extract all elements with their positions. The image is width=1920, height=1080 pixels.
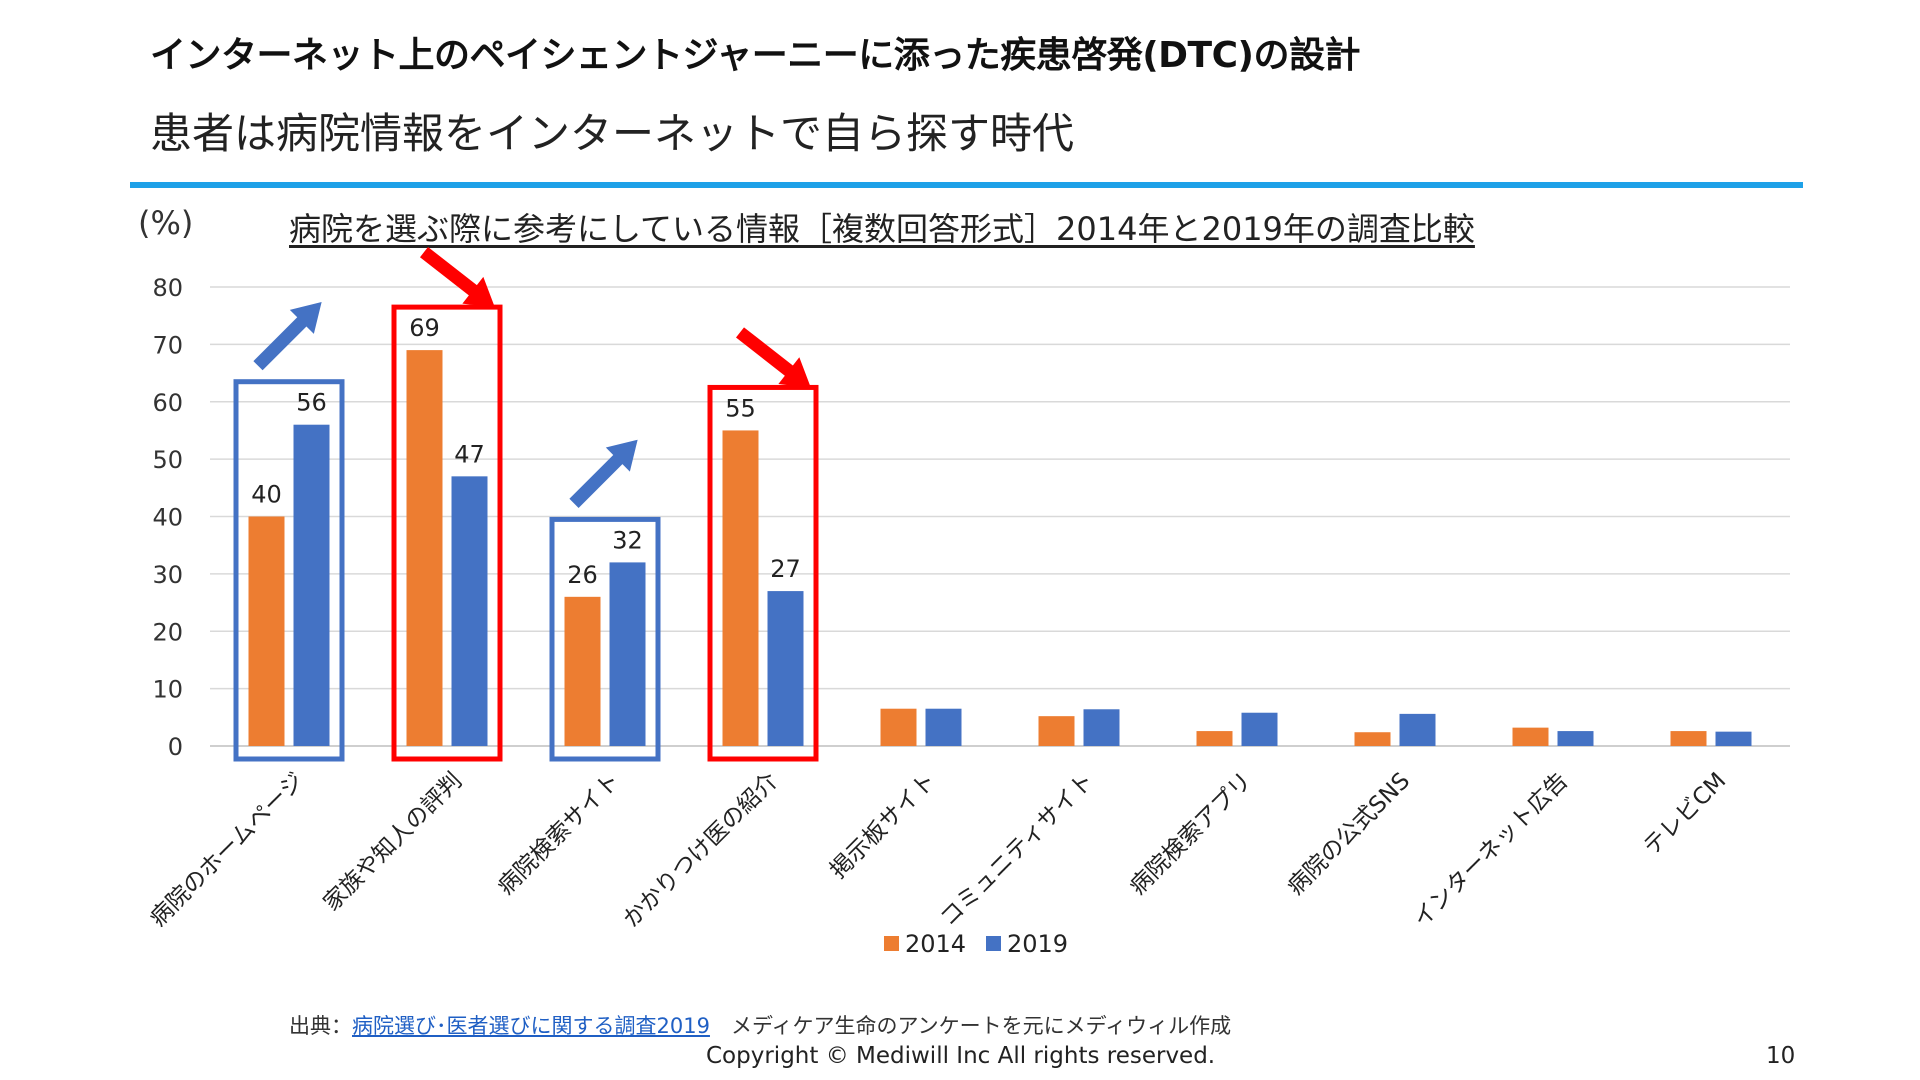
bar-2014	[406, 350, 443, 746]
legend-swatch	[884, 936, 899, 951]
x-tick-label: 病院のホームページ	[145, 768, 309, 932]
data-label: 27	[770, 555, 801, 583]
trend-up-arrow-icon	[569, 439, 638, 508]
y-tick-label: 20	[152, 618, 183, 646]
arrow-shape	[735, 327, 811, 388]
highlight-box	[391, 304, 503, 762]
highlight-box	[549, 516, 661, 762]
legend-swatch	[986, 936, 1001, 951]
arrow-shape	[569, 439, 638, 508]
bar-2019	[1557, 731, 1594, 746]
arrow-shape	[253, 302, 322, 371]
x-tick-label: 病院検索アプリ	[1125, 768, 1257, 900]
data-label: 26	[567, 561, 598, 589]
bar-2014	[1354, 732, 1391, 746]
trend-down-arrow-icon	[419, 246, 495, 308]
legend-label: 2019	[1007, 930, 1068, 958]
source-prefix: 出典：	[289, 1014, 352, 1038]
source-link[interactable]: 病院選び･医者選びに関する調査2019	[352, 1014, 710, 1038]
bar-2014	[564, 596, 601, 746]
x-tick-label: かかりつけ医の紹介	[618, 768, 783, 933]
y-tick-label: 80	[152, 274, 183, 302]
x-tick-label: 家族や知人の評判	[319, 768, 467, 916]
bar-2019	[1241, 712, 1278, 746]
legend-label: 2014	[905, 930, 966, 958]
bar-2019	[609, 562, 646, 746]
x-tick-label: 掲示板サイト	[825, 768, 941, 884]
data-label: 47	[454, 440, 485, 468]
y-axis-unit-label: (%)	[138, 204, 194, 242]
bar-2014	[722, 430, 759, 746]
bar-2014	[1512, 727, 1549, 746]
bar-2014	[248, 516, 285, 746]
highlight-box	[233, 379, 345, 762]
x-tick-label: インターネット広告	[1408, 768, 1573, 933]
y-tick-label: 60	[152, 389, 183, 417]
bar-2019	[767, 591, 804, 746]
bar-chart: 0 10 20 30 40 50 60 70 80 病院のホームページ 家族や知人の評判 病院検索サイ…	[145, 246, 1790, 958]
source-citation: 出典：病院選び･医者選びに関する調査2019 メディケア生命のアンケートを元にメ…	[289, 1010, 1231, 1040]
chart-title: 病院を選ぶ際に参考にしている情報［複数回答形式］2014年と2019年の調査比較	[289, 210, 1475, 248]
bar-2014	[1670, 731, 1707, 746]
bar-2019	[1715, 731, 1752, 746]
data-label: 55	[725, 394, 756, 422]
trend-up-arrow-icon	[253, 302, 322, 371]
slide-title: インターネット上のペイシェントジャーニーに添った疾患啓発(DTC)の設計	[150, 35, 1360, 76]
data-label: 40	[251, 481, 282, 509]
x-tick-label: 病院の公式SNS	[1283, 768, 1416, 901]
x-tick-label: テレビCM	[1639, 768, 1732, 861]
bar-2014	[880, 708, 917, 746]
source-suffix: メディケア生命のアンケートを元にメディウィル作成	[709, 1014, 1232, 1038]
copyright-text: Copyright © Mediwill Inc All rights rese…	[706, 1043, 1216, 1069]
y-tick-label: 10	[152, 676, 183, 704]
highlight-box	[707, 384, 819, 762]
trend-down-arrow-icon	[735, 327, 811, 388]
x-tick-label: 病院検索サイト	[493, 768, 625, 900]
data-label: 56	[296, 389, 327, 417]
bar-2019	[1083, 709, 1120, 746]
y-tick-label: 0	[168, 733, 183, 761]
y-tick-label: 40	[152, 504, 183, 532]
bar-2019	[451, 476, 488, 746]
title-divider	[130, 182, 1803, 188]
arrow-shape	[419, 246, 495, 308]
bar-2019	[925, 708, 962, 746]
y-tick-label: 30	[152, 561, 183, 589]
bar-2019	[293, 424, 330, 746]
bar-2019	[1399, 713, 1436, 746]
bar-2014	[1196, 731, 1233, 746]
x-tick-label: コミュニティサイト	[935, 768, 1099, 932]
y-tick-label: 50	[152, 446, 183, 474]
data-label: 32	[612, 526, 643, 554]
slide-subtitle: 患者は病院情報をインターネットで自ら探す時代	[150, 109, 1075, 158]
data-label: 69	[409, 314, 440, 342]
y-tick-label: 70	[152, 331, 183, 359]
bar-2014	[1038, 716, 1075, 746]
page-number: 10	[1766, 1043, 1796, 1069]
